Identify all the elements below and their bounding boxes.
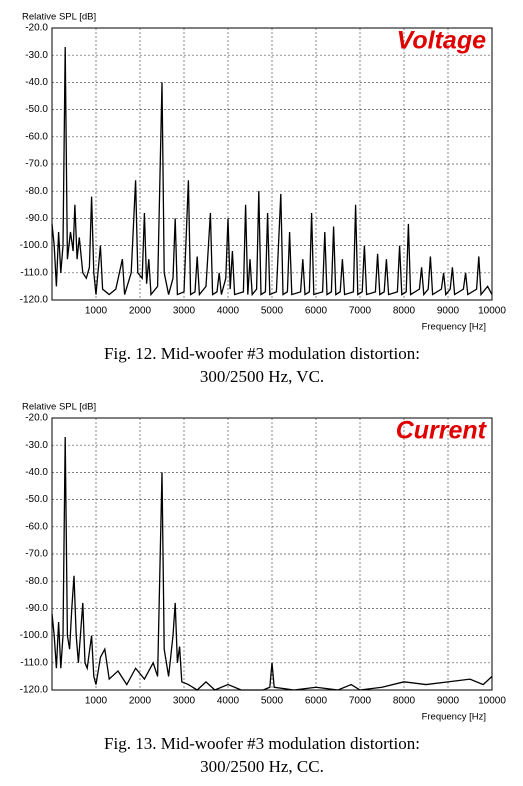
y-tick-label: -90.0	[25, 603, 48, 614]
x-tick-label: 10000	[478, 696, 506, 707]
x-tick-label: 5000	[261, 306, 284, 317]
y-axis-label: Relative SPL [dB]	[22, 12, 96, 23]
y-tick-label: -60.0	[25, 521, 48, 532]
x-tick-label: 3000	[173, 696, 196, 707]
x-axis-label: Frequency [Hz]	[422, 322, 486, 333]
y-tick-label: -40.0	[25, 77, 48, 88]
x-tick-label: 3000	[173, 306, 196, 317]
y-tick-label: -20.0	[25, 413, 48, 424]
y-tick-label: -110.0	[20, 267, 48, 278]
y-tick-label: -60.0	[25, 131, 48, 142]
x-tick-label: 6000	[305, 306, 328, 317]
y-tick-label: -80.0	[25, 576, 48, 587]
y-tick-label: -50.0	[25, 104, 48, 115]
y-tick-label: -90.0	[25, 213, 48, 224]
x-tick-label: 8000	[393, 696, 416, 707]
spectrum-line	[51, 437, 493, 691]
y-tick-label: -70.0	[25, 159, 48, 170]
y-tick-label: -30.0	[25, 440, 48, 451]
annotation: Current	[396, 417, 488, 445]
x-tick-label: 4000	[217, 696, 240, 707]
plot-frame	[51, 27, 493, 301]
y-tick-label: -50.0	[25, 494, 48, 505]
y-tick-label: -110.0	[20, 657, 48, 668]
y-tick-label: -40.0	[25, 467, 48, 478]
y-tick-label: -100.0	[20, 630, 49, 641]
y-axis-label: Relative SPL [dB]	[22, 402, 96, 413]
spectrum-line	[51, 47, 493, 297]
caption: 300/2500 Hz, VC.	[200, 367, 324, 386]
x-tick-label: 2000	[129, 306, 152, 317]
y-tick-label: -100.0	[20, 240, 49, 251]
y-tick-label: -20.0	[25, 23, 48, 34]
x-tick-label: 1000	[85, 306, 108, 317]
x-tick-label: 9000	[437, 306, 460, 317]
x-tick-label: 7000	[349, 696, 372, 707]
x-tick-label: 1000	[85, 696, 108, 707]
x-tick-label: 10000	[478, 306, 506, 317]
caption: Fig. 12. Mid-woofer #3 modulation distor…	[104, 344, 420, 363]
x-tick-label: 8000	[393, 306, 416, 317]
x-tick-label: 9000	[437, 696, 460, 707]
x-tick-label: 2000	[129, 696, 152, 707]
caption: 300/2500 Hz, CC.	[200, 757, 324, 776]
caption: Fig. 13. Mid-woofer #3 modulation distor…	[104, 734, 420, 753]
y-tick-label: -80.0	[25, 186, 48, 197]
x-axis-label: Frequency [Hz]	[422, 712, 486, 723]
plot-frame	[51, 417, 493, 691]
x-tick-label: 7000	[349, 306, 372, 317]
y-tick-label: -120.0	[20, 685, 49, 696]
x-tick-label: 6000	[305, 696, 328, 707]
x-tick-label: 5000	[261, 696, 284, 707]
y-tick-label: -120.0	[20, 295, 49, 306]
x-tick-label: 4000	[217, 306, 240, 317]
y-tick-label: -30.0	[25, 50, 48, 61]
annotation: Voltage	[397, 27, 486, 55]
y-tick-label: -70.0	[25, 549, 48, 560]
